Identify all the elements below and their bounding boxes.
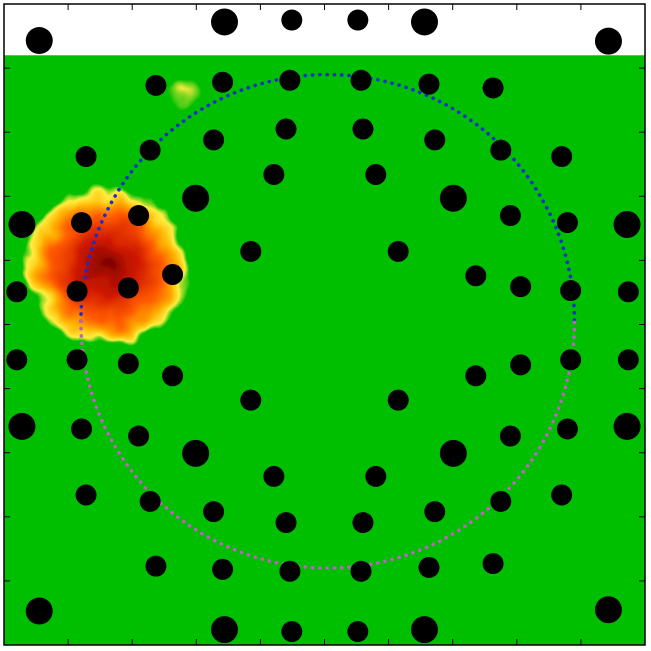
electrode-70 bbox=[212, 558, 234, 580]
electrode-37 bbox=[117, 277, 139, 299]
electrode-19 bbox=[490, 139, 512, 161]
plot-frame bbox=[3, 3, 646, 646]
electrode-73 bbox=[418, 556, 440, 578]
electrode-27 bbox=[439, 184, 467, 212]
electrode-21 bbox=[263, 164, 285, 186]
electrode-11 bbox=[418, 73, 440, 95]
boundary-circle bbox=[79, 72, 577, 570]
unfilled-region bbox=[4, 4, 645, 56]
electrode-43 bbox=[117, 353, 139, 375]
electrode-59 bbox=[263, 465, 285, 487]
electrode-63 bbox=[203, 501, 225, 523]
electrode-77 bbox=[281, 621, 303, 643]
electrode-3 bbox=[281, 9, 303, 31]
electrode-36 bbox=[66, 280, 88, 302]
electrode-22 bbox=[365, 164, 387, 186]
electrode-10 bbox=[350, 69, 372, 91]
electrode-50 bbox=[387, 389, 409, 411]
electrode-52 bbox=[71, 418, 93, 440]
electrode-23 bbox=[8, 211, 36, 239]
boundary-circle-upper bbox=[79, 72, 577, 324]
electrode-75 bbox=[25, 597, 53, 625]
electrode-29 bbox=[556, 212, 578, 234]
boundary-circle-lower bbox=[79, 319, 577, 570]
electrode-67 bbox=[490, 490, 512, 512]
hotspot-1 bbox=[23, 189, 190, 344]
electrode-72 bbox=[350, 560, 372, 582]
electrode-15 bbox=[203, 129, 225, 151]
electrode-80 bbox=[594, 596, 622, 624]
electrode-68 bbox=[551, 484, 573, 506]
electrode-45 bbox=[465, 365, 487, 387]
electrode-9 bbox=[279, 69, 301, 91]
electrode-61 bbox=[75, 484, 97, 506]
electrode-34 bbox=[510, 276, 532, 298]
electrode-76 bbox=[211, 616, 239, 644]
electrode-64 bbox=[275, 512, 297, 534]
electrode-26 bbox=[182, 184, 210, 212]
electrode-17 bbox=[352, 118, 374, 140]
electrode-1 bbox=[25, 27, 53, 55]
electrode-16 bbox=[275, 118, 297, 140]
electrodes bbox=[6, 8, 641, 644]
electrode-31 bbox=[240, 240, 262, 262]
electrode-32 bbox=[387, 240, 409, 262]
electrode-2 bbox=[211, 8, 239, 36]
electrode-39 bbox=[560, 280, 582, 302]
electrode-25 bbox=[128, 205, 150, 227]
electrode-42 bbox=[66, 349, 88, 371]
electrode-12 bbox=[482, 77, 504, 99]
electrode-41 bbox=[6, 349, 28, 371]
electrode-60 bbox=[365, 465, 387, 487]
electrode-40 bbox=[617, 281, 639, 303]
electrode-46 bbox=[510, 354, 532, 376]
electrode-66 bbox=[424, 501, 446, 523]
electrode-62 bbox=[139, 490, 161, 512]
electrode-56 bbox=[499, 425, 521, 447]
electrode-33 bbox=[465, 265, 487, 287]
electrode-58 bbox=[613, 412, 641, 440]
hotspot-2 bbox=[164, 80, 203, 107]
heatmap-hotspots bbox=[23, 80, 203, 344]
electrode-20 bbox=[551, 146, 573, 168]
electrode-53 bbox=[128, 425, 150, 447]
electrode-14 bbox=[139, 139, 161, 161]
electrode-38 bbox=[162, 264, 184, 286]
electrode-48 bbox=[617, 349, 639, 371]
electrode-54 bbox=[182, 439, 210, 467]
electrode-51 bbox=[8, 412, 36, 440]
electrode-65 bbox=[352, 512, 374, 534]
electrode-4 bbox=[347, 9, 369, 31]
electrode-78 bbox=[347, 621, 369, 643]
electrode-6 bbox=[594, 27, 622, 55]
electrode-55 bbox=[439, 439, 467, 467]
electrode-71 bbox=[279, 560, 301, 582]
electrode-79 bbox=[410, 616, 438, 644]
electrode-69 bbox=[145, 555, 167, 577]
electrode-57 bbox=[556, 418, 578, 440]
electrode-28 bbox=[499, 205, 521, 227]
electrode-35 bbox=[6, 281, 28, 303]
electrode-7 bbox=[145, 74, 167, 96]
electrode-30 bbox=[613, 211, 641, 239]
electrode-18 bbox=[424, 129, 446, 151]
electrode-47 bbox=[560, 349, 582, 371]
electrode-8 bbox=[212, 71, 234, 93]
electrode-44 bbox=[162, 365, 184, 387]
electrode-5 bbox=[410, 8, 438, 36]
electrode-13 bbox=[75, 146, 97, 168]
electrode-49 bbox=[240, 389, 262, 411]
electrode-24 bbox=[71, 212, 93, 234]
electrode-74 bbox=[482, 553, 504, 575]
